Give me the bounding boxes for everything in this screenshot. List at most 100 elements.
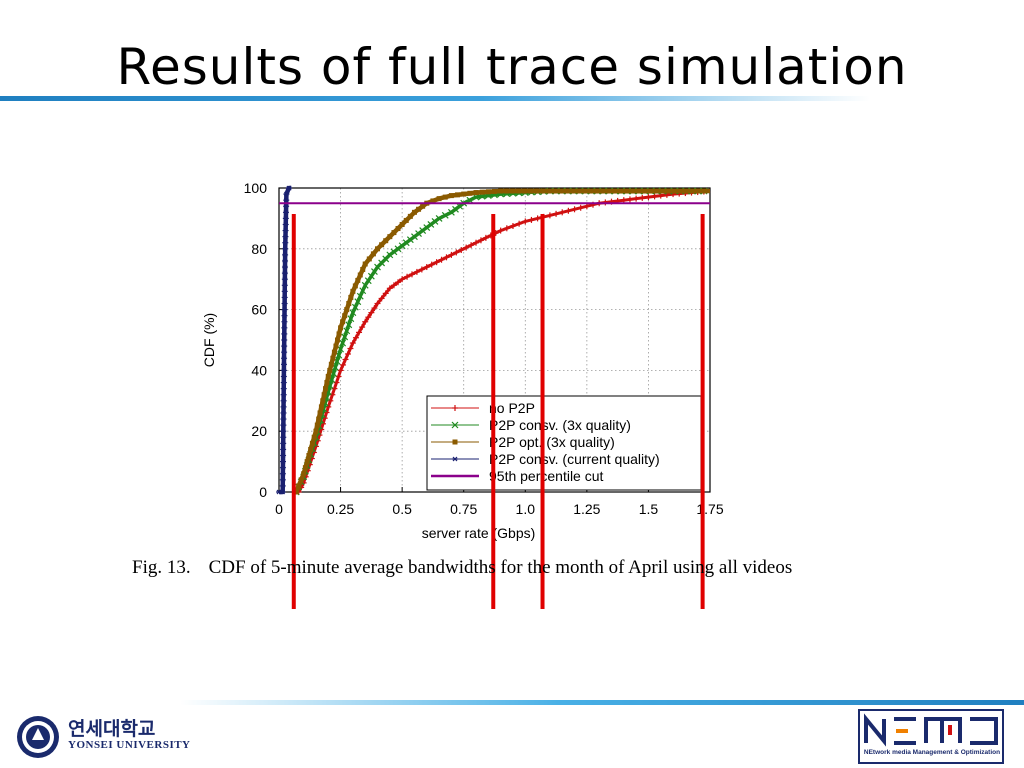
data-point	[399, 276, 406, 283]
data-point	[280, 447, 287, 452]
data-point	[404, 273, 411, 280]
data-point	[306, 453, 312, 459]
data-point	[304, 459, 310, 465]
data-point	[333, 343, 339, 349]
data-point	[359, 287, 367, 295]
data-point	[453, 249, 460, 256]
data-point	[390, 282, 397, 289]
data-point	[391, 230, 397, 236]
university-name-korean: 연세대학교	[68, 718, 156, 740]
legend-entry: 95th percentile cut	[431, 468, 604, 484]
data-point	[563, 188, 569, 194]
y-tick-label: 60	[251, 302, 267, 318]
data-point	[617, 188, 623, 194]
data-point	[282, 222, 289, 227]
data-point	[504, 188, 510, 194]
data-point	[467, 190, 473, 196]
y-tick-label: 100	[244, 180, 268, 196]
data-point	[620, 197, 627, 204]
data-point	[311, 434, 317, 440]
data-point	[436, 196, 442, 202]
data-point	[344, 307, 350, 313]
data-point	[386, 251, 394, 259]
data-point	[282, 240, 289, 246]
data-point	[293, 489, 299, 495]
data-point	[418, 266, 425, 273]
data-point	[386, 285, 393, 292]
x-tick-label: 0.75	[450, 501, 477, 517]
data-point	[479, 189, 485, 195]
data-point	[281, 264, 288, 270]
legend-entry: P2P opt. (3x quality)	[431, 434, 615, 450]
data-point	[553, 210, 560, 217]
lab-caption: NEtwork media Management & Optimization	[863, 749, 1001, 756]
data-point	[339, 339, 347, 347]
data-point	[438, 256, 445, 263]
data-point	[351, 303, 359, 311]
data-point	[641, 188, 647, 194]
data-point	[279, 471, 286, 477]
data-point	[281, 325, 288, 331]
data-point	[447, 208, 455, 216]
data-point	[423, 224, 431, 231]
data-point	[317, 410, 323, 416]
data-point	[283, 197, 290, 203]
data-point	[330, 355, 336, 361]
data-point	[466, 196, 474, 204]
data-point	[282, 246, 289, 252]
data-point	[359, 324, 366, 331]
x-tick-label: 0	[275, 501, 283, 517]
data-point	[356, 292, 364, 300]
legend-label: 95th percentile cut	[489, 468, 604, 484]
legend-entry: P2P consv. (3x quality)	[431, 417, 631, 433]
legend-label: no P2P	[489, 400, 535, 416]
nemo-lab-logo	[858, 709, 1004, 764]
data-point	[283, 203, 290, 209]
data-point	[528, 188, 534, 194]
title-underline	[0, 96, 870, 101]
data-point	[647, 188, 653, 194]
data-point	[318, 404, 324, 410]
data-point	[546, 188, 552, 194]
data-point	[344, 350, 351, 357]
data-point	[340, 319, 346, 325]
data-point	[415, 230, 422, 238]
caption-text: CDF of 5-minute average bandwidths for t…	[208, 557, 793, 578]
data-point	[352, 334, 359, 341]
data-point	[456, 202, 464, 210]
data-point	[461, 191, 467, 197]
data-point	[298, 477, 304, 483]
data-point	[354, 298, 362, 306]
data-point	[280, 434, 287, 440]
x-tick-label: 1.5	[639, 501, 659, 517]
data-point	[452, 439, 458, 445]
data-point	[411, 209, 417, 215]
data-point	[387, 234, 393, 240]
data-point	[433, 259, 440, 266]
red-annotation-lines	[291, 214, 705, 609]
data-point	[503, 225, 510, 232]
data-point	[281, 307, 288, 313]
slide-title: Results of full trace simulation	[116, 38, 908, 96]
x-tick-label: 0.25	[327, 501, 354, 517]
data-point	[435, 214, 443, 222]
data-point	[327, 397, 334, 404]
data-point	[546, 212, 553, 219]
data-point	[423, 264, 430, 271]
data-point	[320, 398, 326, 404]
legend-label: P2P opt. (3x quality)	[489, 434, 615, 450]
data-point	[309, 440, 315, 446]
data-point	[355, 277, 361, 283]
data-point	[281, 349, 288, 355]
data-point	[498, 188, 504, 194]
data-point	[280, 459, 287, 465]
data-point	[611, 188, 617, 194]
data-point	[689, 188, 695, 194]
data-point	[280, 422, 287, 428]
data-point	[635, 188, 641, 194]
data-point	[281, 301, 288, 306]
data-point	[419, 227, 427, 234]
data-point	[324, 380, 330, 386]
data-point	[575, 188, 581, 194]
data-point	[534, 188, 540, 194]
